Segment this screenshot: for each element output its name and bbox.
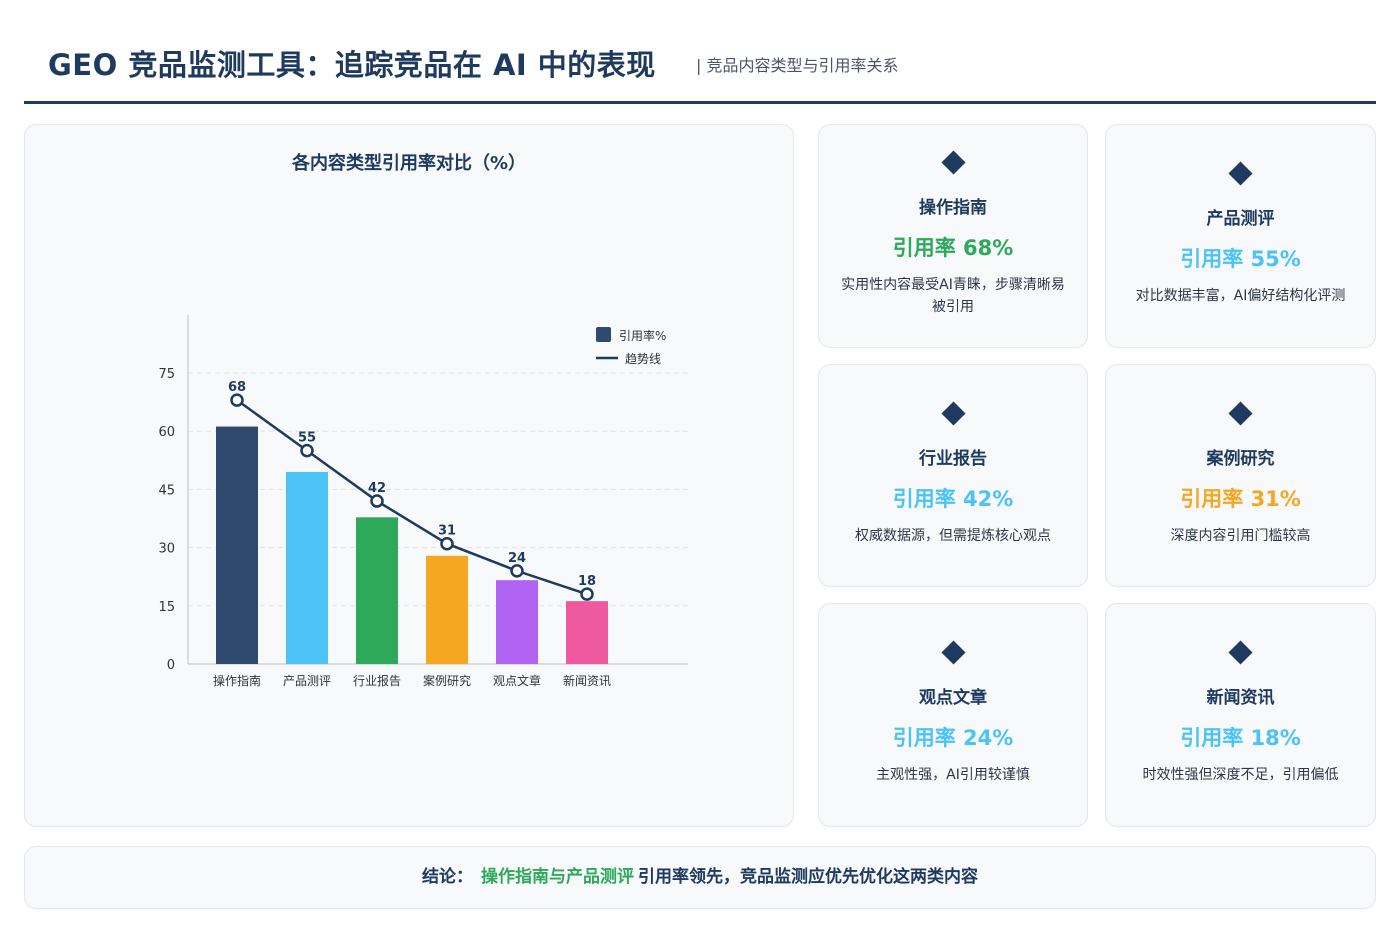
card-industry-report: 行业报告 引用率 42% 权威数据源，但需提炼核心观点	[818, 364, 1088, 587]
card-desc: 深度内容引用门槛较高	[1170, 527, 1311, 544]
card-name: 案例研究	[1206, 448, 1275, 469]
page-title: GEO 竞品监测工具：追踪竞品在 AI 中的表现	[48, 48, 656, 82]
diamond-icon	[1228, 400, 1253, 426]
page-header: GEO 竞品监测工具：追踪竞品在 AI 中的表现 | 竞品内容类型与引用率关系	[24, 30, 1376, 104]
chart-title: 各内容类型引用率对比（%）	[291, 153, 527, 174]
card-opinion: 观点文章 引用率 24% 主观性强，AI引用较谨慎	[818, 603, 1088, 827]
data-label: 24	[508, 551, 526, 566]
conclusion-banner: 结论： 操作指南与产品测评 引用率领先，竞品监测应优先优化这两类内容	[24, 846, 1376, 909]
card-case-study: 案例研究 引用率 31% 深度内容引用门槛较高	[1105, 364, 1376, 587]
card-rate: 引用率 18%	[1180, 726, 1301, 750]
legend-label-bar: 引用率%	[619, 328, 666, 343]
x-tick-label: 产品测评	[283, 674, 331, 688]
x-tick-label: 行业报告	[353, 673, 401, 688]
legend-swatch-bar	[596, 327, 611, 342]
trend-point	[370, 494, 384, 508]
diamond-icon	[940, 400, 966, 426]
card-desc: 时效性强但深度不足，引用偏低	[1142, 767, 1339, 783]
citation-rate-chart: 0 15 30 45 60 75 操作指南 产品测评 行业报告 案例研究 观点文章 新闻资讯 68 55 4…	[158, 314, 688, 688]
bar-3	[356, 517, 398, 664]
data-label: 42	[368, 481, 386, 496]
card-rate: 引用率 68%	[892, 236, 1014, 260]
y-tick-label: 75	[158, 367, 175, 382]
y-tick-label: 60	[158, 425, 175, 440]
card-rate: 引用率 31%	[1180, 486, 1301, 511]
trend-point	[440, 536, 454, 551]
x-tick-label: 新闻资讯	[563, 673, 611, 688]
y-tick-label: 30	[158, 542, 175, 557]
conclusion-text: 引用率领先，竞品监测应优先优化这两类内容	[638, 867, 978, 887]
data-label: 55	[298, 431, 316, 446]
card-guide: 操作指南 引用率 68% 实用性内容最受AI青睐，步骤清晰易被引用	[818, 124, 1088, 348]
trend-point	[580, 587, 594, 601]
bar-2	[286, 471, 328, 664]
bar-5	[496, 580, 538, 664]
diamond-icon	[940, 640, 966, 665]
card-name: 新闻资讯	[1206, 688, 1275, 708]
card-news: 新闻资讯 引用率 18% 时效性强但深度不足，引用偏低	[1105, 603, 1376, 827]
card-name: 产品测评	[1206, 209, 1275, 229]
diamond-icon	[940, 150, 966, 175]
card-rate: 引用率 42%	[892, 486, 1014, 511]
trend-point	[510, 564, 524, 578]
card-review: 产品测评 引用率 55% 对比数据丰富，AI偏好结构化评测	[1105, 124, 1376, 348]
y-tick-label: 0	[167, 658, 175, 673]
bar-1	[216, 426, 258, 664]
x-tick-label: 操作指南	[213, 673, 261, 688]
card-desc: 对比数据丰富，AI偏好结构化评测	[1135, 288, 1346, 304]
card-name: 操作指南	[919, 198, 987, 218]
page-subtitle: | 竞品内容类型与引用率关系	[696, 56, 899, 75]
card-name: 行业报告	[919, 448, 987, 469]
card-desc: 实用性内容最受AI青睐，步骤清晰易被引用	[841, 277, 1065, 315]
card-desc: 权威数据源，但需提炼核心观点	[855, 527, 1051, 544]
trend-line	[236, 399, 588, 596]
diamond-icon	[1228, 161, 1253, 186]
conclusion-prefix: 结论：	[422, 867, 473, 887]
x-tick-label: 观点文章	[493, 673, 541, 688]
card-name: 观点文章	[919, 688, 987, 708]
diamond-icon	[1228, 640, 1253, 665]
data-label: 18	[578, 574, 596, 589]
chart-panel: 各内容类型引用率对比（%） 0 15 30 45 60 75 操作指南 产品测评 行业报告 案例研…	[24, 124, 794, 827]
x-tick-label: 案例研究	[423, 673, 471, 688]
data-label: 68	[228, 380, 246, 395]
trend-point	[230, 393, 244, 407]
trend-point	[300, 443, 314, 458]
data-label: 31	[438, 524, 456, 539]
bar-6	[566, 601, 608, 664]
y-tick-label: 45	[158, 483, 175, 498]
bar-4	[426, 555, 468, 664]
card-rate: 引用率 55%	[1180, 247, 1301, 271]
y-tick-label: 15	[158, 600, 175, 615]
card-desc: 主观性强，AI引用较谨慎	[876, 767, 1030, 783]
legend-label-line: 趋势线	[625, 352, 661, 366]
conclusion-highlight: 操作指南与产品测评	[481, 867, 634, 887]
card-rate: 引用率 24%	[892, 726, 1014, 750]
